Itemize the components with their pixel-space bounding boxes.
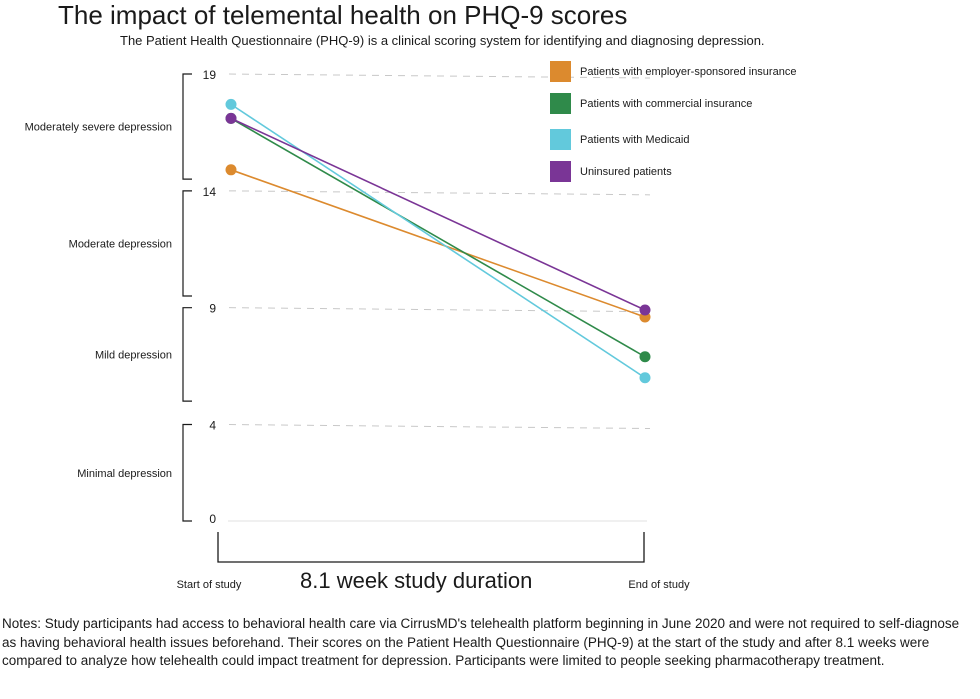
x-axis-title: 8.1 week study duration [300, 568, 533, 593]
legend-swatch [550, 129, 571, 150]
severity-label: Moderately severe depression [25, 122, 172, 134]
data-point [225, 98, 237, 110]
x-tick-label: Start of study [177, 579, 242, 591]
gridline [228, 307, 651, 313]
data-point [639, 372, 651, 384]
legend-label: Patients with employer-sponsored insuran… [580, 66, 796, 78]
severity-label: Mild depression [95, 349, 172, 361]
footnote: Notes: Study participants had access to … [2, 616, 960, 668]
gridline [228, 424, 651, 430]
series-line [230, 169, 646, 318]
series-line [230, 117, 646, 311]
y-tick-label: 0 [209, 512, 216, 526]
duration-bracket [217, 532, 645, 563]
legend-swatch [550, 161, 571, 182]
y-tick-label: 19 [203, 68, 217, 82]
severity-label: Minimal depression [77, 468, 172, 480]
gridline [228, 190, 651, 196]
data-point [639, 351, 651, 363]
y-tick-label: 4 [209, 419, 216, 433]
severity-bracket [182, 423, 192, 522]
chart-subtitle: The Patient Health Questionnaire (PHQ-9)… [120, 33, 765, 48]
legend-label: Uninsured patients [580, 166, 672, 178]
series-line [230, 117, 646, 358]
severity-label: Moderate depression [69, 238, 172, 250]
gridline [228, 73, 651, 79]
severity-bracket [182, 190, 192, 297]
x-tick-label: End of study [628, 579, 690, 591]
data-point [639, 304, 651, 316]
line-chart: 0 4 9 14 19 Moderately severe depression Moder… [25, 61, 796, 591]
legend-label: Patients with Medicaid [580, 134, 689, 146]
data-point [225, 164, 237, 176]
y-tick-label: 14 [203, 185, 217, 199]
severity-bracket [182, 73, 192, 180]
data-point [225, 112, 237, 124]
legend-swatch [550, 61, 571, 82]
severity-bracket [182, 307, 192, 402]
legend-label: Patients with commercial insurance [580, 98, 752, 110]
legend-swatch [550, 93, 571, 114]
y-tick-label: 9 [209, 302, 216, 316]
chart-title: The impact of telemental health on PHQ-9… [58, 0, 628, 30]
